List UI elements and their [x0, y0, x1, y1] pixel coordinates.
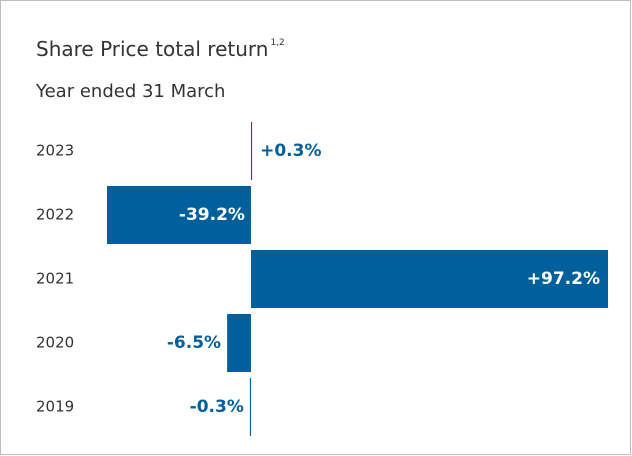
- bar: [227, 314, 251, 372]
- category-label: 2021: [36, 270, 74, 288]
- category-label: 2019: [36, 398, 74, 416]
- bar: [107, 186, 251, 244]
- title-text: Share Price total return: [36, 37, 268, 61]
- chart-subtitle: Year ended 31 March: [35, 81, 225, 102]
- category-label: 2022: [36, 206, 74, 224]
- value-label: -0.3%: [190, 397, 244, 417]
- category-label: 2020: [36, 334, 74, 352]
- category-label: 2023: [36, 142, 74, 160]
- title-superscript: 1,2: [270, 38, 284, 48]
- bar: [250, 250, 608, 308]
- chart-title: Share Price total return 1,2: [36, 37, 285, 61]
- value-label: +0.3%: [260, 141, 321, 161]
- value-label: +97.2%: [527, 269, 600, 289]
- value-label: -6.5%: [167, 333, 221, 353]
- value-label: -39.2%: [179, 205, 245, 225]
- bar: [249, 378, 251, 436]
- bar: [250, 122, 253, 180]
